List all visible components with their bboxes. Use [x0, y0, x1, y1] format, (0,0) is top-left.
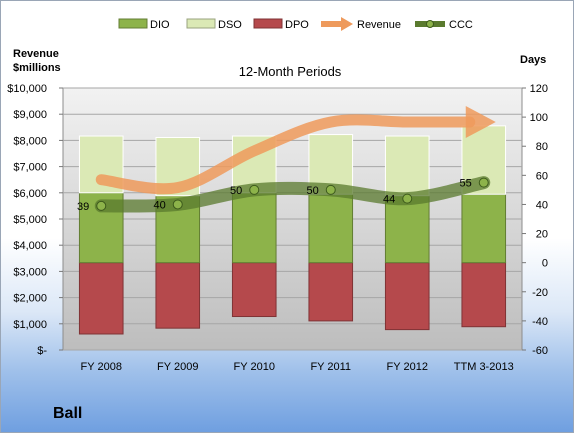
- legend-label-ccc: CCC: [449, 19, 473, 31]
- ccc-data-label: 55: [460, 178, 472, 190]
- dio-bar: [308, 193, 354, 264]
- dio-bar: [231, 192, 277, 264]
- ccc-data-label: 39: [77, 201, 89, 213]
- legend-swatch-dso: [186, 18, 216, 29]
- ccc-point: [249, 184, 260, 195]
- left-axis-title-line2: $millions: [13, 62, 61, 74]
- company-name: Ball: [53, 405, 83, 422]
- category-label: FY 2010: [234, 361, 275, 373]
- dpo-bar: [231, 262, 277, 318]
- legend-swatch-revenue-head: [341, 17, 353, 31]
- ccc-point: [325, 184, 336, 195]
- dpo-bar: [461, 262, 507, 328]
- right-axis-tick-label: -60: [532, 345, 548, 357]
- ccc-data-label: 50: [307, 185, 319, 197]
- legend-swatch-dio: [118, 18, 148, 29]
- right-axis-tick-label: 40: [536, 199, 548, 211]
- legend-label-dso: DSO: [218, 19, 242, 31]
- legend-swatch-ccc-marker: [426, 20, 434, 28]
- legend-label-revenue: Revenue: [357, 19, 401, 31]
- left-axis-tick-label: $2,000: [13, 293, 47, 305]
- dpo-bar: [78, 262, 124, 335]
- right-axis-tick-label: 100: [530, 112, 548, 124]
- ccc-data-label: 44: [383, 194, 395, 206]
- ccc-point: [478, 177, 489, 188]
- dpo-bar: [155, 262, 201, 329]
- left-axis-tick-label: $3,000: [13, 266, 47, 278]
- left-axis-tick-label: $6,000: [13, 188, 47, 200]
- revenue-line: [95, 114, 476, 195]
- legend-label-dio: DIO: [150, 19, 170, 31]
- left-axis-tick-label: $1,000: [13, 319, 47, 331]
- left-axis-tick-label: $7,000: [13, 162, 47, 174]
- dso-bar: [384, 135, 430, 197]
- category-label: FY 2011: [310, 361, 351, 373]
- category-label: FY 2009: [157, 361, 198, 373]
- ccc-point: [172, 199, 183, 210]
- right-axis-title: Days: [520, 54, 546, 66]
- left-axis-tick-label: $4,000: [13, 240, 47, 252]
- ccc-point: [96, 200, 107, 211]
- legend-label-dpo: DPO: [285, 19, 309, 31]
- revenue-arrowhead: [465, 106, 496, 139]
- left-axis-title-line1: Revenue: [13, 48, 59, 60]
- legend-swatch-dpo: [253, 18, 283, 29]
- left-axis-tick-label: $-: [37, 345, 47, 357]
- category-label: TTM 3-2013: [454, 361, 514, 373]
- left-axis-tick-label: $10,000: [7, 83, 47, 95]
- left-axis-tick-label: $9,000: [13, 109, 47, 121]
- dio-bar: [461, 193, 507, 264]
- dpo-bar: [308, 262, 354, 322]
- chart-title: 12-Month Periods: [239, 64, 342, 79]
- ccc-data-label: 40: [154, 199, 166, 211]
- category-label: FY 2012: [387, 361, 428, 373]
- right-axis-tick-label: 20: [536, 229, 548, 241]
- right-axis-tick-label: -40: [532, 316, 548, 328]
- ccc-point: [402, 193, 413, 204]
- right-axis-tick-label: 120: [530, 83, 548, 95]
- right-axis-tick-label: 0: [542, 258, 548, 270]
- right-axis-tick-label: -20: [532, 287, 548, 299]
- right-axis-tick-label: 80: [536, 141, 548, 153]
- ccc-data-label: 50: [230, 185, 242, 197]
- left-axis-tick-label: $5,000: [13, 214, 47, 226]
- ccc-line: [94, 176, 491, 213]
- dio-bar: [384, 195, 430, 264]
- right-axis-tick-label: 60: [536, 170, 548, 182]
- category-label: FY 2008: [81, 361, 122, 373]
- left-axis-tick-label: $8,000: [13, 135, 47, 147]
- dpo-bar: [384, 262, 430, 331]
